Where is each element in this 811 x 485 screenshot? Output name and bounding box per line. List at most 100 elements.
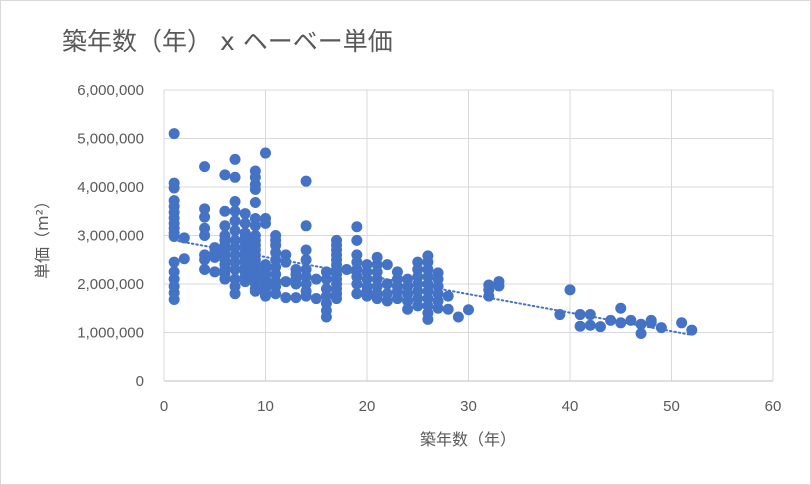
y-tick-label: 2,000,000 [77,276,144,293]
data-point [402,303,414,315]
data-point [229,225,241,237]
chart-title: 築年数（年） x ヘーベー単価 [62,27,393,56]
y-axis-title: 単価（m²） [33,193,52,279]
data-point [249,285,261,297]
data-point [300,175,312,187]
trendline [173,239,693,336]
data-point [249,220,261,232]
x-tick-label: 30 [460,398,477,415]
data-point [178,232,190,244]
data-point [351,234,363,246]
data-point [239,217,251,229]
data-point [605,314,617,326]
data-point [381,278,393,290]
y-tick-label: 4,000,000 [77,179,144,196]
data-point [320,311,332,323]
data-points [168,128,698,339]
data-point [300,220,312,232]
data-point [432,302,444,314]
data-point [199,211,211,223]
data-point [300,244,312,256]
data-point [412,300,424,312]
data-point [361,290,373,302]
gridlines [164,89,774,381]
data-point [219,169,231,181]
x-tick-label: 60 [765,398,782,415]
data-point [260,147,271,159]
data-point [594,321,606,333]
trendline-layer [173,239,693,336]
data-point [310,273,322,285]
data-point [442,290,454,302]
data-point [209,266,221,278]
data-point [249,197,261,209]
data-point [270,288,282,300]
data-point [300,254,312,266]
data-point [229,288,241,300]
data-point [229,153,241,165]
data-point [229,205,241,217]
data-point [483,290,495,302]
axes [163,90,773,382]
data-point [290,292,302,304]
data-point [229,263,241,275]
data-point [310,293,322,305]
data-point [402,295,414,307]
data-point [574,320,586,332]
y-tick-label: 5,000,000 [77,131,144,148]
data-point [351,221,363,233]
data-point [574,309,586,321]
data-point [168,230,180,242]
data-point [168,182,180,194]
data-point [199,203,211,215]
data-point [199,254,211,266]
x-tick-label: 50 [663,398,680,415]
x-tick-label: 40 [562,398,579,415]
data-point [219,205,231,217]
data-point [229,171,241,183]
data-point [199,161,211,173]
data-point [168,294,180,306]
data-point [229,215,241,227]
data-point [280,256,292,268]
data-point [615,302,627,314]
data-point [686,324,698,336]
y-tick-label: 0 [136,373,144,390]
data-point [564,284,576,296]
data-point [219,273,231,285]
data-point [635,327,647,339]
data-point [209,251,221,263]
y-tick-label: 3,000,000 [77,228,144,245]
data-point [260,290,271,302]
data-point [249,183,261,195]
y-tick-label: 1,000,000 [77,325,144,342]
y-tick-label: 6,000,000 [77,82,144,99]
x-tick-label: 10 [257,398,274,415]
x-axis-title: 築年数（年） [420,430,516,449]
data-point [290,278,302,290]
data-point [351,288,363,300]
data-point [371,293,383,305]
data-point [239,208,251,220]
data-point [331,293,343,305]
data-point [584,309,596,321]
data-point [178,253,190,265]
data-point [554,309,566,321]
data-point [452,311,464,323]
tick-labels: 0 1,000,000 2,000,000 3,000,000 4,000,000 5,0… [77,82,781,415]
data-point [676,317,688,329]
data-point [442,303,454,315]
data-point [463,304,474,316]
data-point [381,259,393,271]
data-point [391,293,403,305]
data-point [300,290,312,302]
data-point [280,276,292,288]
data-point [280,292,292,304]
data-point [351,278,363,290]
data-point [239,276,251,288]
data-point [199,263,211,275]
x-tick-label: 20 [359,398,376,415]
data-point [260,217,271,229]
